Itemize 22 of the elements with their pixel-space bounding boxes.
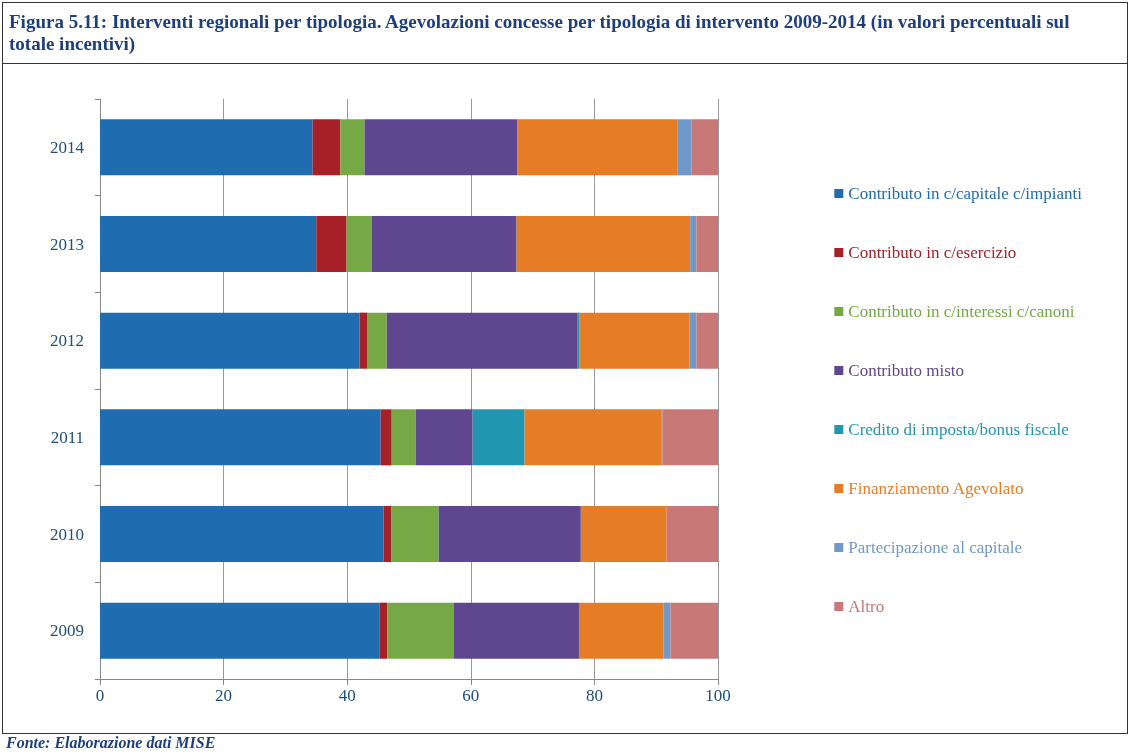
legend-label: Altro (848, 597, 885, 616)
legend-label: Contributo in c/esercizio (848, 243, 1017, 262)
x-tick-label: 0 (95, 686, 105, 705)
y-tick-label: 2009 (50, 621, 84, 641)
y-tick-label: 2012 (50, 331, 84, 351)
legend-label: Partecipazione al capitale (848, 538, 1022, 557)
x-tick-label: 80 (585, 686, 603, 705)
y-tick-label: 2010 (50, 524, 84, 544)
x-tick-label: 40 (338, 686, 356, 705)
legend-label: Contributo misto (848, 361, 965, 380)
y-tick-label: 2014 (50, 137, 85, 157)
legend-label: Credito di imposta/bonus fiscale (848, 420, 1069, 439)
y-tick-label: 2011 (50, 427, 84, 447)
x-tick-label: 100 (705, 686, 731, 705)
legend-label: Finanziamento Agevolato (848, 479, 1024, 498)
source-note: Fonte: Elaborazione dati MISE (6, 734, 216, 752)
chart-title: Figura 5.11: Interventi regionali per tipologia. Agevolazioni concesse per tipologia di intervento 2009-2014 (in valori percentuali sul totale incentivi) (3, 3, 1127, 64)
legend-label: Contributo in c/interessi c/canoni (848, 302, 1075, 321)
y-tick-label: 2013 (50, 234, 84, 254)
legend-label: Contributo in c/capitale c/impianti (848, 184, 1083, 203)
x-tick-label: 20 (215, 686, 233, 705)
x-tick-label: 60 (462, 686, 480, 705)
